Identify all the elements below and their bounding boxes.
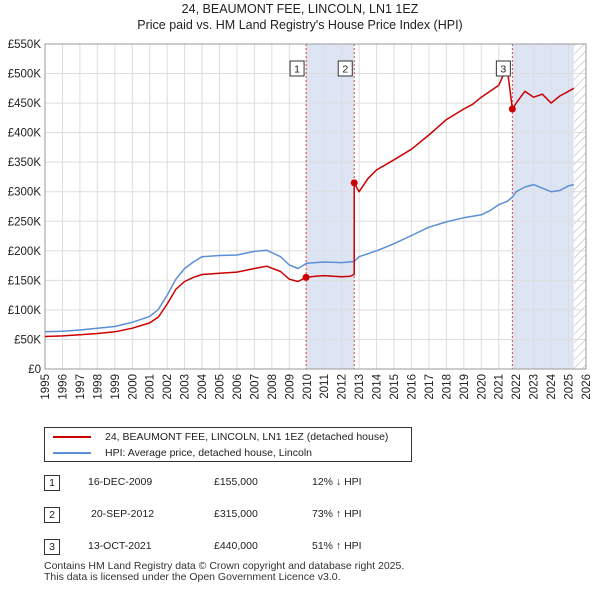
- legend-item-property: 24, BEAUMONT FEE, LINCOLN, LN1 1EZ (deta…: [53, 429, 388, 444]
- x-tick-label: 2018: [441, 374, 453, 400]
- x-tick-label: 2017: [424, 374, 436, 400]
- x-tick-label: 2008: [267, 374, 279, 400]
- y-tick-label: £100K: [8, 305, 42, 317]
- y-tick-label: £200K: [8, 246, 42, 258]
- x-tick-label: 2023: [529, 374, 541, 400]
- price-chart: 1 2 3 £0 £50K £100K £150K £200K £250K £300K £350K £…: [8, 39, 593, 400]
- y-tick-label: £350K: [8, 157, 42, 169]
- legend-label-hpi: HPI: Average price, detached house, Linc…: [105, 446, 313, 459]
- x-tick-label: 2024: [546, 373, 558, 399]
- x-tick-label: 2001: [145, 374, 157, 400]
- footer-copyright: Contains HM Land Registry data © Crown c…: [44, 560, 405, 572]
- x-tick-label: 2020: [476, 374, 488, 400]
- transaction-hpi: 12% ↓ HPI: [312, 476, 362, 488]
- shaded-period: [512, 44, 574, 369]
- x-tick-label: 2003: [180, 374, 192, 400]
- y-tick-label: £450K: [8, 98, 42, 110]
- y-tick-label: £250K: [8, 216, 42, 228]
- x-tick-label: 2010: [302, 374, 314, 400]
- property-price-line: [44, 69, 575, 338]
- transaction-date: 20-SEP-2012: [91, 508, 155, 520]
- x-tick-label: 1997: [75, 374, 87, 400]
- chart-subtitle: Price paid vs. HM Land Registry's House …: [137, 18, 463, 32]
- legend-label-property: 24, BEAUMONT FEE, LINCOLN, LN1 1EZ (deta…: [105, 430, 389, 443]
- transaction-hpi: 73% ↑ HPI: [312, 508, 362, 520]
- transaction-number: 2: [44, 507, 60, 523]
- x-tick-label: 2006: [232, 374, 244, 400]
- event-label-box: [289, 60, 305, 77]
- x-tick-label: 1999: [110, 374, 122, 400]
- transaction-price: £315,000: [214, 508, 258, 520]
- sale-point: [508, 105, 516, 113]
- transaction-date: 13-OCT-2021: [88, 540, 152, 552]
- legend-swatch-property: [53, 435, 91, 438]
- hpi-line: [44, 183, 574, 333]
- y-tick-label: £50K: [14, 334, 41, 346]
- x-tick-label: 2007: [249, 374, 261, 400]
- chart-title-address: 24, BEAUMONT FEE, LINCOLN, LN1 1EZ: [181, 2, 419, 16]
- transaction-price: £440,000: [214, 540, 258, 552]
- legend: 24, BEAUMONT FEE, LINCOLN, LN1 1EZ (deta…: [44, 427, 412, 462]
- x-tick-label: 1998: [92, 374, 104, 400]
- x-tick-label: 2025: [564, 374, 576, 400]
- sale-point: [302, 273, 310, 281]
- plot-area-border: [44, 43, 587, 370]
- transaction-row: 3 13-OCT-2021 £440,000 51% ↑ HPI: [44, 539, 464, 555]
- x-tick-label: 2002: [162, 374, 174, 400]
- transaction-hpi: 51% ↑ HPI: [312, 540, 362, 552]
- transaction-row: 1 16-DEC-2009 £155,000 12% ↓ HPI: [44, 475, 464, 491]
- transaction-number: 3: [44, 539, 60, 555]
- y-tick-label: £550K: [8, 39, 42, 51]
- event-label: 3: [500, 64, 506, 76]
- y-tick-label: £300K: [8, 187, 42, 199]
- x-tick-label: 2016: [406, 374, 418, 400]
- sale-point: [350, 179, 358, 187]
- transaction-price: £155,000: [214, 476, 258, 488]
- x-tick-label: 2004: [197, 373, 209, 399]
- event-label-box: [495, 60, 511, 77]
- transaction-number: 1: [44, 475, 60, 491]
- x-tick-label: 2012: [337, 374, 349, 400]
- x-tick-label: 1996: [57, 374, 69, 400]
- x-tick-label: 2022: [511, 374, 523, 400]
- y-tick-label: £500K: [8, 69, 42, 81]
- legend-swatch-hpi: [53, 451, 91, 454]
- event-label: 1: [294, 64, 300, 76]
- x-tick-label: 2021: [494, 374, 506, 400]
- event-label: 2: [342, 64, 348, 76]
- transaction-row: 2 20-SEP-2012 £315,000 73% ↑ HPI: [44, 507, 464, 523]
- y-tick-label: £150K: [8, 275, 42, 287]
- legend-item-hpi: HPI: Average price, detached house, Linc…: [53, 445, 312, 460]
- x-tick-label: 2026: [581, 374, 593, 400]
- y-tick-label: £400K: [8, 128, 42, 140]
- x-tick-label: 2009: [284, 374, 296, 400]
- x-tick-label: 2015: [389, 374, 401, 400]
- event-label-box: [337, 60, 353, 77]
- footer-license: This data is licensed under the Open Gov…: [44, 571, 341, 583]
- y-tick-label: £0: [28, 364, 41, 376]
- x-tick-label: 2019: [459, 374, 471, 400]
- x-tick-label: 2013: [354, 374, 366, 400]
- forecast-hatch: [573, 44, 586, 369]
- transaction-date: 16-DEC-2009: [88, 476, 153, 488]
- x-tick-label: 2014: [372, 373, 384, 399]
- x-tick-label: 2000: [127, 374, 139, 400]
- shaded-period: [306, 44, 355, 369]
- x-tick-label: 1995: [40, 374, 52, 400]
- x-tick-label: 2011: [319, 374, 331, 399]
- x-tick-label: 2005: [215, 374, 227, 400]
